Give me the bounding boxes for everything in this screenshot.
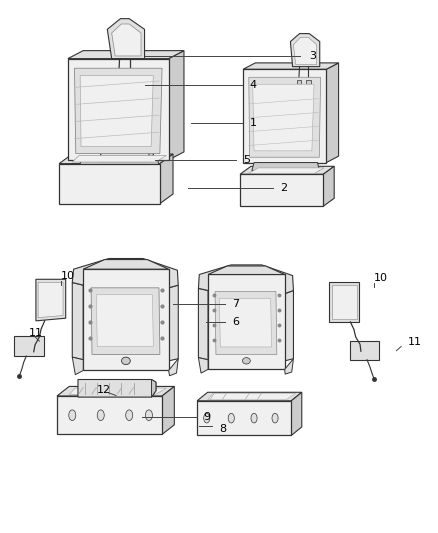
Text: 8: 8 bbox=[219, 424, 226, 434]
Polygon shape bbox=[291, 392, 302, 435]
Polygon shape bbox=[14, 336, 44, 356]
Polygon shape bbox=[57, 396, 162, 434]
Polygon shape bbox=[253, 84, 314, 151]
Text: 11: 11 bbox=[407, 337, 421, 347]
Polygon shape bbox=[68, 59, 169, 160]
Polygon shape bbox=[127, 80, 133, 84]
Polygon shape bbox=[249, 77, 321, 157]
Polygon shape bbox=[297, 80, 301, 84]
Polygon shape bbox=[152, 379, 156, 397]
Polygon shape bbox=[208, 274, 285, 369]
Text: 10: 10 bbox=[374, 273, 388, 283]
Polygon shape bbox=[306, 84, 311, 88]
Polygon shape bbox=[208, 393, 296, 400]
Polygon shape bbox=[306, 80, 311, 84]
Ellipse shape bbox=[145, 410, 152, 421]
Polygon shape bbox=[329, 282, 359, 322]
Ellipse shape bbox=[251, 414, 257, 423]
Polygon shape bbox=[215, 292, 277, 354]
Polygon shape bbox=[72, 259, 178, 288]
Polygon shape bbox=[80, 76, 153, 147]
Polygon shape bbox=[96, 295, 153, 346]
Polygon shape bbox=[59, 154, 173, 164]
Polygon shape bbox=[198, 288, 208, 360]
Ellipse shape bbox=[126, 410, 133, 421]
Polygon shape bbox=[197, 392, 302, 401]
Text: 7: 7 bbox=[232, 299, 239, 309]
Text: 3: 3 bbox=[309, 51, 316, 61]
Polygon shape bbox=[290, 34, 320, 67]
Polygon shape bbox=[83, 260, 169, 269]
Polygon shape bbox=[160, 154, 173, 204]
Polygon shape bbox=[91, 288, 160, 354]
Polygon shape bbox=[83, 269, 169, 370]
Polygon shape bbox=[127, 76, 133, 80]
Polygon shape bbox=[285, 359, 293, 374]
Polygon shape bbox=[101, 146, 153, 161]
Ellipse shape bbox=[121, 357, 131, 365]
Polygon shape bbox=[169, 51, 184, 160]
Polygon shape bbox=[243, 63, 339, 69]
Polygon shape bbox=[149, 146, 153, 161]
Ellipse shape bbox=[97, 410, 104, 421]
Polygon shape bbox=[162, 386, 174, 434]
Text: 4: 4 bbox=[250, 80, 257, 90]
Polygon shape bbox=[240, 166, 334, 174]
Polygon shape bbox=[169, 359, 178, 376]
Text: 2: 2 bbox=[280, 183, 287, 192]
Polygon shape bbox=[249, 168, 324, 173]
Polygon shape bbox=[68, 51, 184, 59]
Polygon shape bbox=[326, 63, 339, 163]
Polygon shape bbox=[72, 156, 166, 162]
Polygon shape bbox=[350, 341, 379, 360]
Ellipse shape bbox=[272, 414, 278, 423]
Polygon shape bbox=[117, 80, 122, 84]
Polygon shape bbox=[208, 266, 285, 274]
Polygon shape bbox=[57, 386, 174, 396]
Polygon shape bbox=[117, 76, 122, 80]
Polygon shape bbox=[297, 84, 301, 88]
Polygon shape bbox=[243, 69, 326, 163]
Polygon shape bbox=[285, 290, 293, 361]
Ellipse shape bbox=[228, 414, 234, 423]
Polygon shape bbox=[332, 285, 357, 319]
Polygon shape bbox=[74, 68, 162, 154]
Polygon shape bbox=[240, 174, 323, 206]
Text: 10: 10 bbox=[61, 271, 75, 281]
Polygon shape bbox=[59, 164, 160, 204]
Polygon shape bbox=[107, 19, 145, 59]
Text: 5: 5 bbox=[243, 155, 250, 165]
Polygon shape bbox=[78, 379, 156, 397]
Polygon shape bbox=[293, 37, 317, 64]
Polygon shape bbox=[36, 279, 66, 321]
Text: 11: 11 bbox=[28, 328, 42, 337]
Polygon shape bbox=[169, 285, 178, 361]
Polygon shape bbox=[252, 163, 319, 171]
Polygon shape bbox=[198, 265, 293, 294]
Text: 1: 1 bbox=[250, 118, 257, 127]
Polygon shape bbox=[197, 401, 291, 435]
Polygon shape bbox=[323, 166, 334, 206]
Ellipse shape bbox=[204, 414, 210, 423]
Text: 9: 9 bbox=[204, 412, 211, 422]
Polygon shape bbox=[69, 388, 166, 394]
Text: 6: 6 bbox=[232, 318, 239, 327]
Text: 12: 12 bbox=[96, 385, 110, 395]
Ellipse shape bbox=[243, 358, 251, 364]
Polygon shape bbox=[38, 282, 63, 318]
Polygon shape bbox=[198, 358, 208, 373]
Polygon shape bbox=[72, 357, 83, 375]
Polygon shape bbox=[112, 24, 141, 56]
Polygon shape bbox=[219, 298, 272, 347]
Polygon shape bbox=[79, 160, 160, 169]
Polygon shape bbox=[72, 282, 83, 360]
Ellipse shape bbox=[69, 410, 76, 421]
